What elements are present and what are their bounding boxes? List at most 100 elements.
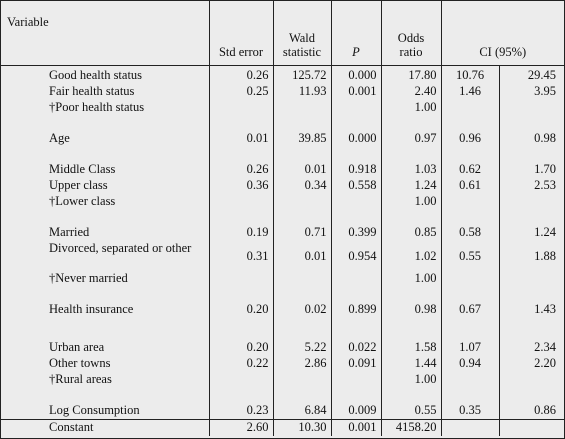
row-std-error: 0.26 [209,162,274,178]
table-row: Other towns 0.22 2.86 0.091 1.44 0.94 2.… [1,356,564,372]
table-row: †Poor health status 1.00 [1,100,564,116]
row-ci-lower: 0.55 [441,241,500,271]
row-ci-lower [441,372,500,388]
table-row: Upper class 0.36 0.34 0.558 1.24 0.61 2.… [1,178,564,194]
row-wald: 0.34 [273,178,332,194]
table-row: Good health status 0.26 125.72 0.000 17.… [1,65,564,84]
row-odds-ratio: 1.02 [381,241,442,271]
row-odds-ratio: 1.00 [381,100,442,116]
spacer-row [1,287,564,302]
row-ci-upper: 2.20 [534,356,556,370]
row-p: 0.022 [331,340,382,356]
row-wald: 2.86 [273,356,332,372]
table-row: Constant 2.60 10.30 0.001 4158.20 [1,419,564,436]
spacer-row [1,388,564,403]
header-variable: Variable [1,1,210,66]
table-row: Divorced, separated or other 0.31 0.01 0… [1,241,564,271]
row-odds-ratio: 1.24 [381,178,442,194]
row-p [331,100,382,116]
row-wald: 6.84 [273,403,332,420]
row-odds-ratio: 1.00 [381,271,442,287]
table-row: Age 0.01 39.85 0.000 0.97 0.96 0.98 [1,131,564,147]
row-ci-upper: 3.95 [534,84,556,98]
row-ci-upper [499,194,564,210]
header-p-value: P [331,1,382,66]
row-std-error: 0.22 [209,356,274,372]
row-variable: Log Consumption [1,403,210,420]
row-p [331,372,382,388]
row-variable: †Lower class [1,194,210,210]
spacer-row [1,210,564,225]
row-ci-lower: 1.07 [441,340,500,356]
row-variable: Good health status [1,65,210,84]
row-ci-upper: 1.88 [534,249,556,263]
header-wald-statistic: Wald statistic [273,1,332,66]
table-row: †Rural areas 1.00 [1,372,564,388]
row-ci-upper: 1.43 [534,302,556,316]
row-variable: Health insurance [1,302,210,318]
row-wald: 5.22 [273,340,332,356]
header-confidence-interval: CI (95%) [441,1,564,66]
row-p [331,271,382,287]
table-row: Married 0.19 0.71 0.399 0.85 0.58 1.24 [1,225,564,241]
row-variable: †Rural areas [1,372,210,388]
row-odds-ratio: 0.97 [381,131,442,147]
row-std-error: 0.36 [209,178,274,194]
row-odds-ratio: 1.03 [381,162,442,178]
row-std-error [209,194,274,210]
row-variable: Urban area [1,340,210,356]
row-ci-upper: 1.24 [534,225,556,239]
row-ci-upper: 0.98 [534,131,556,145]
row-odds-ratio: 1.00 [381,194,442,210]
row-odds-ratio: 1.58 [381,340,442,356]
row-wald: 0.71 [273,225,332,241]
row-std-error: 0.19 [209,225,274,241]
row-ci-lower: 0.62 [441,162,500,178]
row-std-error: 0.20 [209,340,274,356]
row-p: 0.009 [331,403,382,420]
table-row: Middle Class 0.26 0.01 0.918 1.03 0.62 1… [1,162,564,178]
row-ci-lower [441,419,500,436]
row-wald: 0.02 [273,302,332,318]
row-p: 0.899 [331,302,382,318]
row-ci-upper: 2.34 [534,340,556,354]
spacer-row [1,318,564,340]
row-wald: 11.93 [273,84,332,100]
row-std-error [209,372,274,388]
row-p: 0.954 [331,241,382,271]
table-row: †Lower class 1.00 [1,194,564,210]
row-ci-lower: 1.46 [441,84,500,100]
row-std-error: 0.25 [209,84,274,100]
row-variable: †Never married [1,271,210,287]
row-wald: 10.30 [273,419,332,436]
row-variable: Upper class [1,178,210,194]
row-odds-ratio: 0.85 [381,225,442,241]
row-variable: Other towns [1,356,210,372]
row-wald: 125.72 [273,65,332,84]
row-std-error [209,100,274,116]
row-ci-upper [499,419,564,436]
row-p: 0.000 [331,65,382,84]
row-odds-ratio: 1.44 [381,356,442,372]
row-ci-upper [499,271,564,287]
row-wald: 0.01 [273,162,332,178]
row-std-error [209,271,274,287]
row-variable: Married [1,225,210,241]
table-row: Health insurance 0.20 0.02 0.899 0.98 0.… [1,302,564,318]
spacer-row [1,116,564,131]
header-std-error: Std error [209,1,274,66]
row-std-error: 0.31 [209,241,274,271]
row-ci-lower [441,100,500,116]
row-p: 0.001 [331,84,382,100]
row-wald [273,271,332,287]
row-p: 0.091 [331,356,382,372]
row-wald: 0.01 [273,241,332,271]
row-ci-lower: 0.61 [441,178,500,194]
row-std-error: 0.01 [209,131,274,147]
row-variable: Divorced, separated or other [1,241,210,271]
row-variable: Fair health status [1,84,210,100]
row-ci-lower: 0.94 [441,356,500,372]
row-wald: 39.85 [273,131,332,147]
row-p: 0.558 [331,178,382,194]
